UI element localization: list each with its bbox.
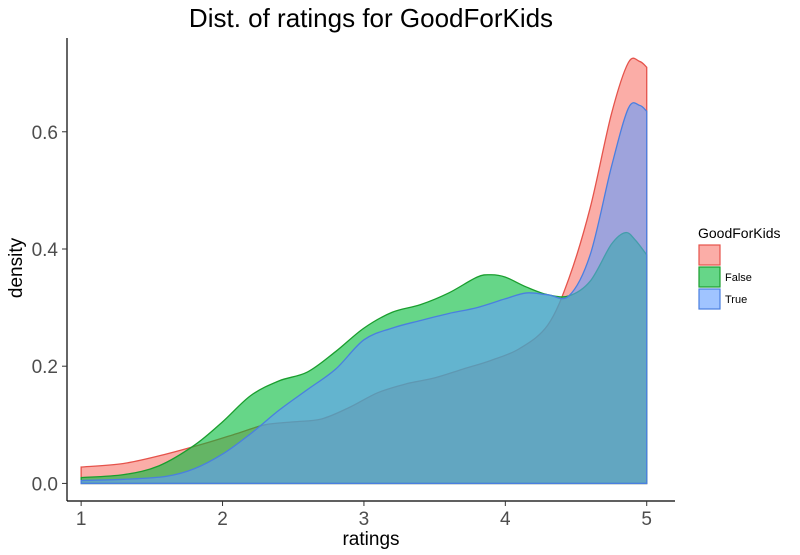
x-tick-label: 4 (500, 509, 511, 530)
legend-key-true (698, 288, 721, 310)
legend-key-unlabeled (698, 244, 721, 266)
y-tick-label: 0.0 (32, 474, 58, 495)
y-axis-ticks: 0.0 0.2 0.4 0.6 (32, 123, 67, 495)
legend: GoodForKids False True (698, 225, 780, 310)
x-axis-title: ratings (342, 529, 399, 550)
x-tick-label: 3 (359, 509, 370, 530)
density-area-true (80, 102, 648, 485)
y-tick-label: 0.2 (32, 357, 58, 378)
y-axis-title: density (6, 237, 27, 298)
x-tick-label: 5 (641, 509, 652, 530)
chart-title: Dist. of ratings for GoodForKids (189, 3, 553, 33)
y-tick-label: 0.6 (32, 123, 58, 144)
y-tick-label: 0.4 (32, 240, 59, 261)
legend-title: GoodForKids (698, 225, 780, 241)
legend-key-false (698, 266, 721, 288)
x-tick-label: 2 (217, 509, 228, 530)
legend-label: True (725, 294, 747, 306)
legend-label: False (725, 272, 752, 284)
x-tick-label: 1 (76, 509, 87, 530)
density-areas (80, 57, 648, 485)
x-axis-ticks: 1 2 3 4 5 (76, 501, 652, 530)
